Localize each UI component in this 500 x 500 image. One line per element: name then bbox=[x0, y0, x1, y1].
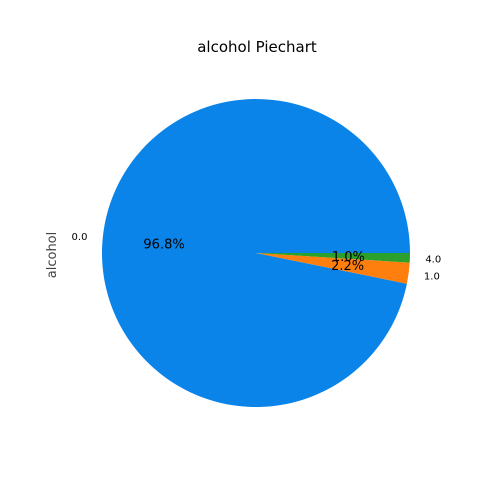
slice-pct-4-0: 1.0% bbox=[332, 250, 365, 265]
slice-pct-1-0: 2.2% bbox=[331, 259, 364, 274]
pie-slices bbox=[101, 99, 411, 408]
pie-slice-4-0 bbox=[256, 253, 410, 263]
slice-label-4-0: 4.0 bbox=[425, 254, 441, 265]
slice-pct-0-0: 96.8% bbox=[143, 238, 184, 253]
slice-label-1-0: 1.0 bbox=[424, 271, 440, 282]
chart-title: alcohol Piechart bbox=[197, 38, 317, 56]
y-axis-label: alcohol bbox=[45, 232, 60, 278]
slice-label-0-0: 0.0 bbox=[72, 232, 88, 243]
pie-slice-1-0 bbox=[256, 253, 410, 284]
pie-labels: 0.0 96.8% 1.0 2.2% 4.0 1.0% bbox=[72, 232, 442, 282]
